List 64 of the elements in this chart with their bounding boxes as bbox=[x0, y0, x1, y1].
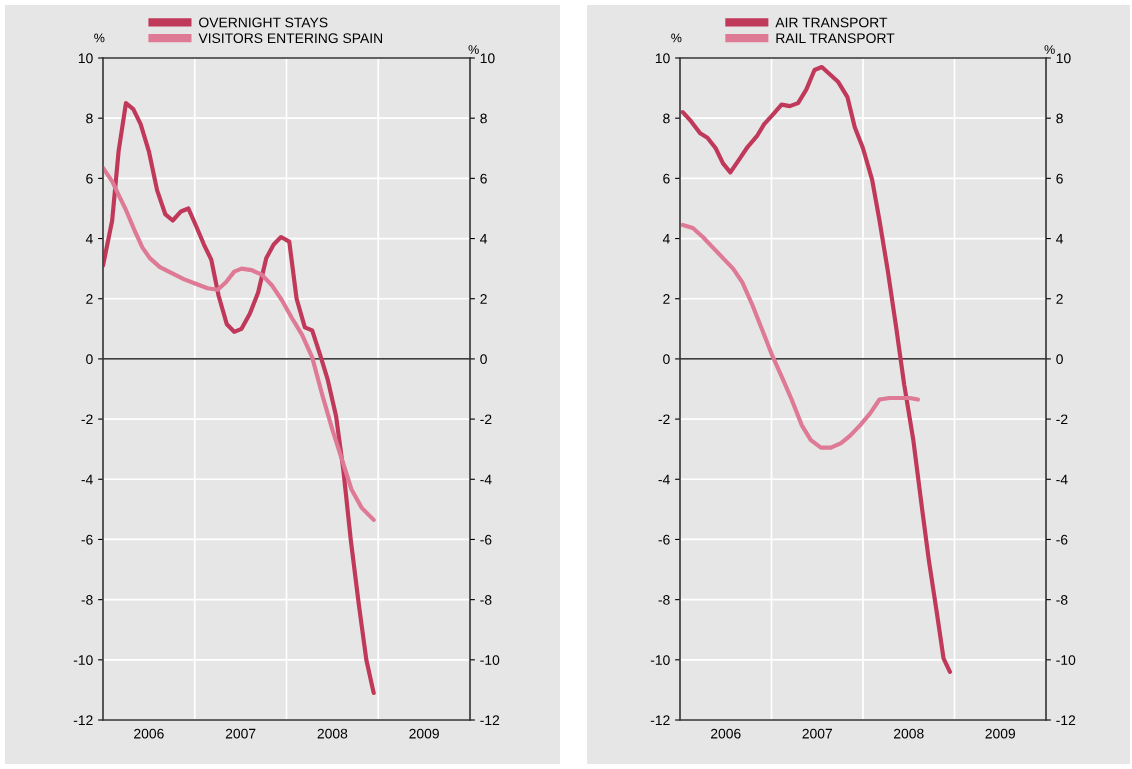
y2-tick-label: -8 bbox=[480, 594, 492, 605]
y2-tick-label: -10 bbox=[1056, 655, 1076, 665]
y2-tick-label: -6 bbox=[480, 534, 492, 545]
y-tick-label: -6 bbox=[81, 534, 93, 545]
legend-label: OVERNIGHT STAYS bbox=[199, 17, 328, 28]
y2-tick-label: -2 bbox=[480, 414, 492, 425]
y-tick-label: 0 bbox=[86, 354, 93, 365]
y2-tick-label: 0 bbox=[480, 354, 487, 365]
x-tick-label: 2009 bbox=[985, 728, 1016, 739]
y-tick-label: 0 bbox=[663, 354, 670, 365]
x-tick-label: 2008 bbox=[317, 728, 348, 739]
y-tick-label: -8 bbox=[658, 594, 670, 605]
y-tick-label: -12 bbox=[73, 715, 93, 726]
y2-tick-label: 0 bbox=[1056, 354, 1063, 365]
y-tick-label: -2 bbox=[81, 414, 93, 425]
y2-tick-label: -6 bbox=[1056, 534, 1068, 545]
y2-tick-label: -4 bbox=[1056, 474, 1068, 485]
y2-tick-label: -12 bbox=[1056, 715, 1076, 726]
y2-tick-label: 6 bbox=[1056, 173, 1063, 184]
y-tick-label: 10 bbox=[655, 53, 670, 64]
y-tick-label: -10 bbox=[650, 655, 670, 665]
y2-tick-label: 10 bbox=[480, 53, 495, 64]
y-tick-label: 8 bbox=[86, 113, 93, 124]
x-tick-label: 2007 bbox=[225, 728, 256, 739]
y-tick-label: 4 bbox=[662, 234, 670, 244]
y-tick-label: -12 bbox=[650, 715, 670, 726]
y2-tick-label: 2 bbox=[1056, 294, 1063, 304]
y-axis-title: % bbox=[94, 33, 105, 43]
y2-tick-label: 4 bbox=[480, 234, 488, 244]
y2-tick-label: 8 bbox=[1056, 113, 1063, 124]
y2-tick-label: 2 bbox=[480, 294, 487, 304]
y-tick-label: 8 bbox=[663, 113, 670, 124]
x-tick-label: 2009 bbox=[409, 728, 439, 739]
y2-tick-label: -2 bbox=[1056, 414, 1068, 425]
y-tick-label: 2 bbox=[663, 294, 670, 304]
y-tick-label: -2 bbox=[658, 414, 670, 425]
y-tick-label: -4 bbox=[658, 474, 670, 485]
y-tick-label: -8 bbox=[81, 594, 93, 605]
y-tick-label: 4 bbox=[85, 234, 93, 244]
y2-tick-label: 8 bbox=[480, 113, 487, 124]
x-tick-label: 2007 bbox=[802, 728, 832, 739]
y-tick-label: -4 bbox=[81, 474, 93, 485]
y-tick-label: 6 bbox=[663, 173, 670, 184]
y-tick-label: 6 bbox=[86, 173, 93, 184]
y-axis-title: % bbox=[671, 33, 682, 43]
y2-tick-label: -4 bbox=[480, 474, 492, 485]
y-tick-label: -10 bbox=[73, 655, 93, 665]
y2-tick-label: -10 bbox=[480, 655, 500, 665]
y-tick-label: 2 bbox=[86, 294, 93, 304]
y2-tick-label: 4 bbox=[1056, 234, 1064, 244]
x-tick-label: 2006 bbox=[711, 728, 741, 739]
y2-tick-label: -12 bbox=[480, 715, 500, 726]
y2-tick-label: 10 bbox=[1056, 53, 1071, 64]
y2-tick-label: 6 bbox=[480, 173, 487, 184]
y2-axis-title: % bbox=[468, 45, 479, 54]
x-tick-label: 2008 bbox=[894, 728, 924, 739]
y-tick-label: -6 bbox=[658, 534, 670, 545]
y-tick-label: 10 bbox=[78, 53, 93, 64]
legend-label: RAIL TRANSPORT bbox=[776, 33, 895, 44]
legend-label: AIR TRANSPORT bbox=[775, 17, 888, 28]
legend-label: VISITORS ENTERING SPAIN bbox=[198, 33, 383, 44]
y2-axis-title: % bbox=[1044, 45, 1055, 54]
y2-tick-label: -8 bbox=[1056, 594, 1068, 605]
x-tick-label: 2006 bbox=[134, 728, 164, 739]
